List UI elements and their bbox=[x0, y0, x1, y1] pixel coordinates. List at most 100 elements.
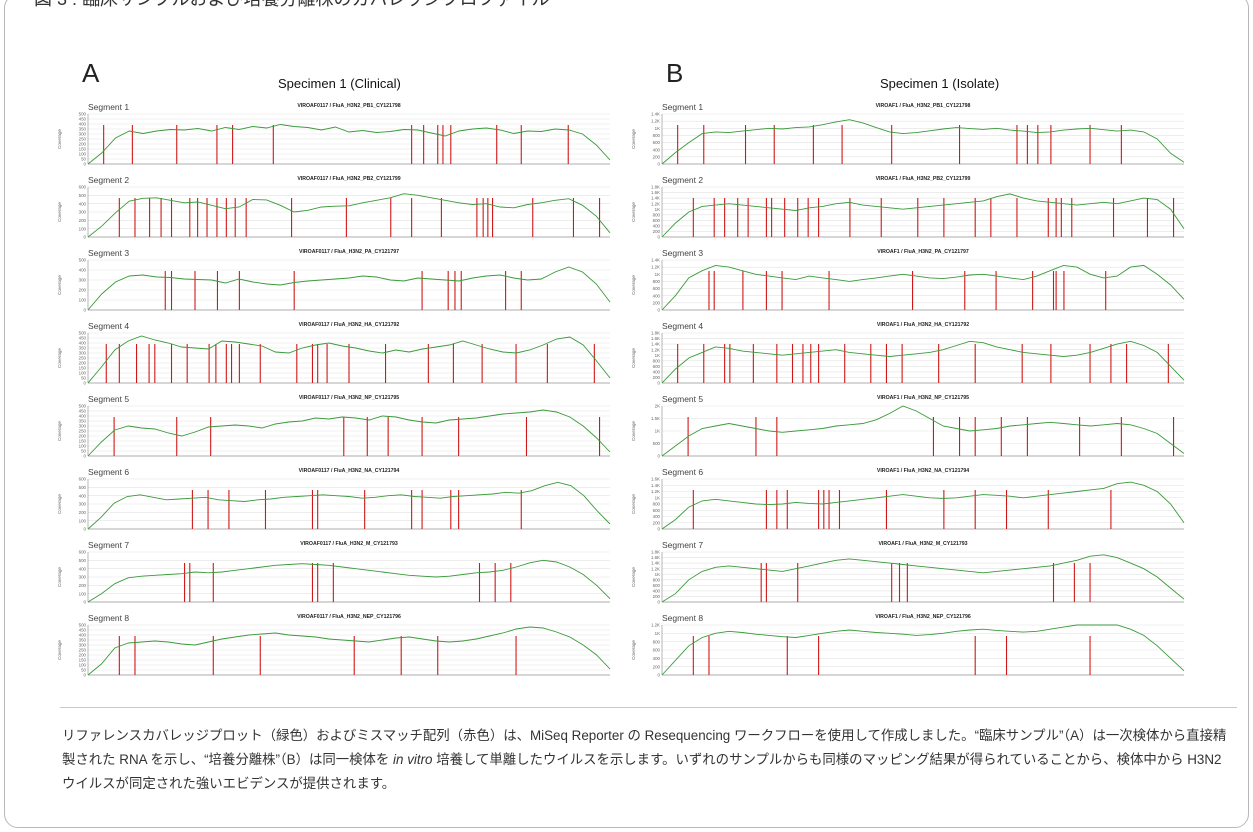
tick-label: 100 bbox=[79, 298, 87, 303]
tick-label: 400 bbox=[653, 369, 661, 374]
tick-label: 1.2K bbox=[651, 265, 660, 270]
tick-label: 0 bbox=[658, 600, 661, 605]
segment-plot: Segment 1 VIROAF1 / FluA_H3N2_PB1_CY12179… bbox=[632, 102, 1185, 167]
plot-subtitle: VIROAF0117 / FluA_H3N2_NA_CY121794 bbox=[299, 468, 400, 474]
tick-label: 450 bbox=[79, 336, 87, 341]
tick-label: 500 bbox=[79, 112, 87, 117]
segment-plot: Segment 6 VIROAF0117 / FluA_H3N2_NA_CY121… bbox=[58, 467, 611, 532]
tick-label: 400 bbox=[79, 268, 87, 273]
panel-letter: B bbox=[666, 58, 684, 88]
coverage-line bbox=[661, 340, 1185, 384]
tick-label: 150 bbox=[79, 147, 87, 152]
segment-label: Segment 6 bbox=[88, 467, 129, 477]
segment-label: Segment 5 bbox=[88, 394, 129, 404]
coverage-line bbox=[87, 559, 611, 603]
tick-label: 2K bbox=[655, 404, 660, 409]
panel-title: Specimen 1 (Clinical) bbox=[278, 76, 401, 91]
coverage-chart-clinical: Segment 1 VIROAF0117 / FluA_H3N2_PB1_CY12… bbox=[58, 102, 611, 678]
plot-subtitle: VIROAF1 / FluA_H3N2_HA_CY121792 bbox=[877, 322, 969, 328]
tick-label: 200 bbox=[653, 154, 661, 159]
tick-label: 1.4K bbox=[651, 196, 660, 201]
y-axis-label: Coverage bbox=[58, 275, 62, 295]
tick-label: 200 bbox=[79, 218, 87, 223]
tick-label: 0 bbox=[84, 235, 87, 240]
tick-label: 100 bbox=[79, 152, 87, 157]
tick-label: 1K bbox=[655, 495, 660, 500]
tick-label: 600 bbox=[653, 218, 661, 223]
tick-label: 1K bbox=[655, 429, 660, 434]
tick-label: 450 bbox=[79, 117, 87, 122]
tick-label: 200 bbox=[79, 583, 87, 588]
tick-label: 400 bbox=[79, 566, 87, 571]
tick-label: 50 bbox=[81, 376, 86, 381]
tick-label: 350 bbox=[79, 127, 87, 132]
tick-label: 200 bbox=[79, 653, 87, 658]
tick-label: 1.2K bbox=[651, 623, 660, 628]
tick-label: 0 bbox=[658, 527, 661, 532]
segment-label: Segment 3 bbox=[662, 248, 703, 258]
tick-label: 400 bbox=[79, 493, 87, 498]
tick-label: 1K bbox=[655, 631, 660, 636]
tick-label: 350 bbox=[79, 419, 87, 424]
tick-label: 400 bbox=[653, 293, 661, 298]
coverage-chart-isolate: Segment 1 VIROAF1 / FluA_H3N2_PB1_CY12179… bbox=[632, 102, 1185, 678]
tick-label: 600 bbox=[653, 364, 661, 369]
tick-label: 300 bbox=[79, 132, 87, 137]
tick-label: 1.6K bbox=[651, 477, 660, 482]
segment-label: Segment 7 bbox=[662, 540, 703, 550]
tick-label: 200 bbox=[653, 594, 661, 599]
tick-label: 400 bbox=[79, 341, 87, 346]
plot-subtitle: VIROAF1 / FluA_H3N2_PB2_CY121799 bbox=[876, 176, 971, 182]
tick-label: 200 bbox=[653, 520, 661, 525]
segment-plot: Segment 2 VIROAF1 / FluA_H3N2_PB2_CY12179… bbox=[632, 175, 1185, 240]
coverage-line bbox=[87, 481, 611, 530]
tick-label: 400 bbox=[653, 147, 661, 152]
tick-label: 1.2K bbox=[651, 489, 660, 494]
tick-label: 1.2K bbox=[651, 566, 660, 571]
plot-subtitle: VIROAF1 / FluA_H3N2_NA_CY121794 bbox=[877, 468, 969, 474]
tick-label: 300 bbox=[79, 575, 87, 580]
tick-label: 1.5K bbox=[651, 416, 660, 421]
plot-subtitle: VIROAF0117 / FluA_H3N2_M_CY121793 bbox=[300, 541, 398, 547]
tick-label: 400 bbox=[653, 588, 661, 593]
segment-label: Segment 3 bbox=[88, 248, 129, 258]
segment-plot: Segment 7 VIROAF0117 / FluA_H3N2_M_CY1217… bbox=[58, 540, 611, 605]
tick-label: 600 bbox=[79, 477, 87, 482]
segment-label: Segment 6 bbox=[662, 467, 703, 477]
tick-label: 300 bbox=[79, 502, 87, 507]
tick-label: 0 bbox=[658, 162, 661, 167]
coverage-line bbox=[661, 193, 1185, 238]
tick-label: 0 bbox=[658, 308, 661, 313]
tick-label: 1.6K bbox=[651, 555, 660, 560]
tick-label: 300 bbox=[79, 643, 87, 648]
tick-label: 300 bbox=[79, 210, 87, 215]
tick-label: 800 bbox=[653, 577, 661, 582]
tick-label: 250 bbox=[79, 429, 87, 434]
coverage-line bbox=[87, 409, 611, 457]
y-axis-label: Coverage bbox=[58, 421, 62, 441]
tick-label: 200 bbox=[653, 229, 661, 234]
plot-subtitle: VIROAF0117 / FluA_H3N2_NP_CY121795 bbox=[299, 395, 399, 401]
plot-subtitle: VIROAF1 / FluA_H3N2_M_CY121793 bbox=[878, 541, 967, 547]
tick-label: 1K bbox=[655, 572, 660, 577]
tick-label: 200 bbox=[653, 375, 661, 380]
tick-label: 50 bbox=[81, 668, 86, 673]
tick-label: 150 bbox=[79, 439, 87, 444]
tick-label: 300 bbox=[79, 278, 87, 283]
tick-label: 400 bbox=[653, 514, 661, 519]
tick-label: 450 bbox=[79, 628, 87, 633]
tick-label: 0 bbox=[84, 381, 87, 386]
tick-label: 600 bbox=[653, 286, 661, 291]
segment-plot: Segment 8 VIROAF0117 / FluA_H3N2_NEP_CY12… bbox=[58, 613, 611, 678]
segment-label: Segment 5 bbox=[662, 394, 703, 404]
tick-label: 1.4K bbox=[651, 258, 660, 263]
tick-label: 1.2K bbox=[651, 119, 660, 124]
tick-label: 200 bbox=[653, 664, 661, 669]
coverage-line bbox=[661, 119, 1185, 165]
coverage-line bbox=[87, 124, 611, 165]
tick-label: 450 bbox=[79, 409, 87, 414]
segment-label: Segment 2 bbox=[662, 175, 703, 185]
tick-label: 0 bbox=[84, 162, 87, 167]
tick-label: 500 bbox=[653, 441, 661, 446]
tick-label: 400 bbox=[79, 633, 87, 638]
